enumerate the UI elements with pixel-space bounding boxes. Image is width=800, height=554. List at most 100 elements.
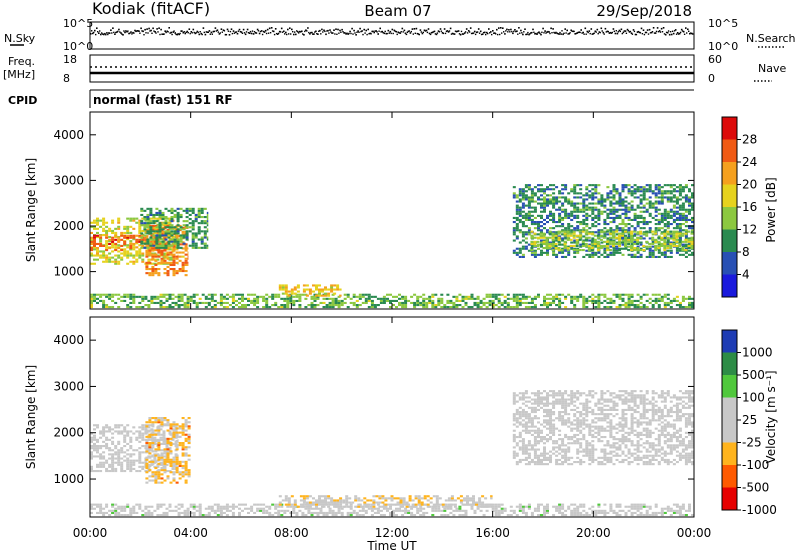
heatmap-cell xyxy=(90,231,93,234)
heatmap-cell xyxy=(537,227,540,230)
heatmap-cell xyxy=(530,301,534,304)
heatmap-cell xyxy=(102,244,106,247)
heatmap-cell xyxy=(206,236,209,239)
heatmap-cell xyxy=(594,196,598,199)
nsearch-sample xyxy=(402,31,404,33)
heatmap-cell xyxy=(188,218,192,221)
heatmap-cell xyxy=(160,425,164,428)
heatmap-cell xyxy=(621,231,625,234)
heatmap-cell xyxy=(413,306,417,309)
heatmap-cell xyxy=(398,503,401,506)
heatmap-cell xyxy=(150,511,154,514)
heatmap-cell xyxy=(590,242,594,245)
heatmap-cell xyxy=(117,442,121,445)
heatmap-cell xyxy=(518,241,522,244)
heatmap-cell xyxy=(154,433,158,436)
heatmap-cell xyxy=(376,507,380,510)
nsearch-sample xyxy=(105,34,107,36)
heatmap-cell xyxy=(660,253,664,256)
heatmap-cell xyxy=(231,503,235,506)
heatmap-cell xyxy=(533,227,537,230)
heatmap-cell xyxy=(210,306,214,309)
heatmap-cell xyxy=(389,293,392,296)
heatmap-cell xyxy=(561,196,565,199)
heatmap-cell xyxy=(154,255,158,258)
nsearch-sample xyxy=(336,33,338,35)
heatmap-cell xyxy=(428,301,432,304)
heatmap-cell xyxy=(155,230,159,233)
heatmap-cell xyxy=(192,507,196,510)
heatmap-cell xyxy=(175,423,179,426)
heatmap-cell xyxy=(645,188,649,191)
heatmap-cell xyxy=(154,259,158,262)
heatmap-cell xyxy=(576,295,580,298)
heatmap-cell xyxy=(546,186,549,189)
heatmap-cell xyxy=(666,239,670,242)
heatmap-cell xyxy=(657,212,661,215)
nsearch-sample xyxy=(482,31,485,34)
heatmap-cell xyxy=(159,503,163,506)
nsky-sample xyxy=(447,31,450,33)
heatmap-cell xyxy=(606,192,610,195)
heatmap-cell xyxy=(521,245,525,248)
heatmap-cell xyxy=(105,461,109,464)
heatmap-cell xyxy=(145,265,149,268)
heatmap-cell xyxy=(179,216,183,219)
heatmap-cell xyxy=(126,459,130,462)
heatmap-cell xyxy=(283,509,287,512)
heatmap-cell xyxy=(588,243,592,246)
nsky-sample xyxy=(500,27,502,29)
heatmap-cell xyxy=(168,449,172,452)
heatmap-cell xyxy=(618,216,622,219)
heatmap-cell xyxy=(672,242,676,245)
nsearch-sample xyxy=(103,33,105,36)
heatmap-cell xyxy=(141,295,145,298)
heatmap-cell xyxy=(160,477,164,480)
heatmap-cell xyxy=(555,255,559,258)
nsearch-sample xyxy=(169,32,171,34)
heatmap-cell xyxy=(382,507,386,510)
heatmap-cell xyxy=(561,208,565,211)
heatmap-cell xyxy=(404,509,408,512)
heatmap-cell xyxy=(618,306,622,309)
heatmap-cell xyxy=(203,234,207,237)
heatmap-cell xyxy=(126,306,130,309)
heatmap-cell xyxy=(567,202,571,205)
heatmap-cell xyxy=(446,301,450,304)
nsearch-sample xyxy=(452,33,455,35)
heatmap-cell xyxy=(178,435,182,438)
nsearch-sample xyxy=(155,32,157,34)
heatmap-cell xyxy=(624,196,628,199)
heatmap-cell xyxy=(687,238,691,241)
nsearch-sample xyxy=(149,30,151,32)
heatmap-cell xyxy=(111,449,115,452)
heatmap-cell xyxy=(573,247,577,250)
heatmap-cell xyxy=(149,230,153,233)
heatmap-cell xyxy=(678,304,682,307)
heatmap-cell xyxy=(373,507,377,510)
heatmap-cell xyxy=(612,196,616,199)
nsearch-sample xyxy=(362,33,364,36)
heatmap-cell xyxy=(648,196,652,199)
heatmap-cell xyxy=(581,242,585,245)
heatmap-cell xyxy=(545,242,549,245)
heatmap-cell xyxy=(144,438,148,441)
heatmap-cell xyxy=(621,293,625,296)
heatmap-cell xyxy=(515,304,519,307)
heatmap-cell xyxy=(521,210,525,213)
heatmap-cell xyxy=(339,294,342,297)
heatmap-cell xyxy=(138,455,142,458)
heatmap-cell xyxy=(654,202,658,205)
heatmap-cell xyxy=(582,227,586,230)
heatmap-cell xyxy=(129,461,133,464)
nsearch-sample xyxy=(589,32,591,35)
heatmap-cell xyxy=(216,509,220,512)
heatmap-cell xyxy=(153,249,157,252)
heatmap-cell xyxy=(627,235,631,238)
heatmap-cell xyxy=(172,253,176,256)
heatmap-cell xyxy=(612,216,616,219)
heatmap-cell xyxy=(555,202,559,205)
heatmap-cell xyxy=(141,438,145,441)
heatmap-cell xyxy=(179,246,183,249)
heatmap-cell xyxy=(129,470,133,473)
